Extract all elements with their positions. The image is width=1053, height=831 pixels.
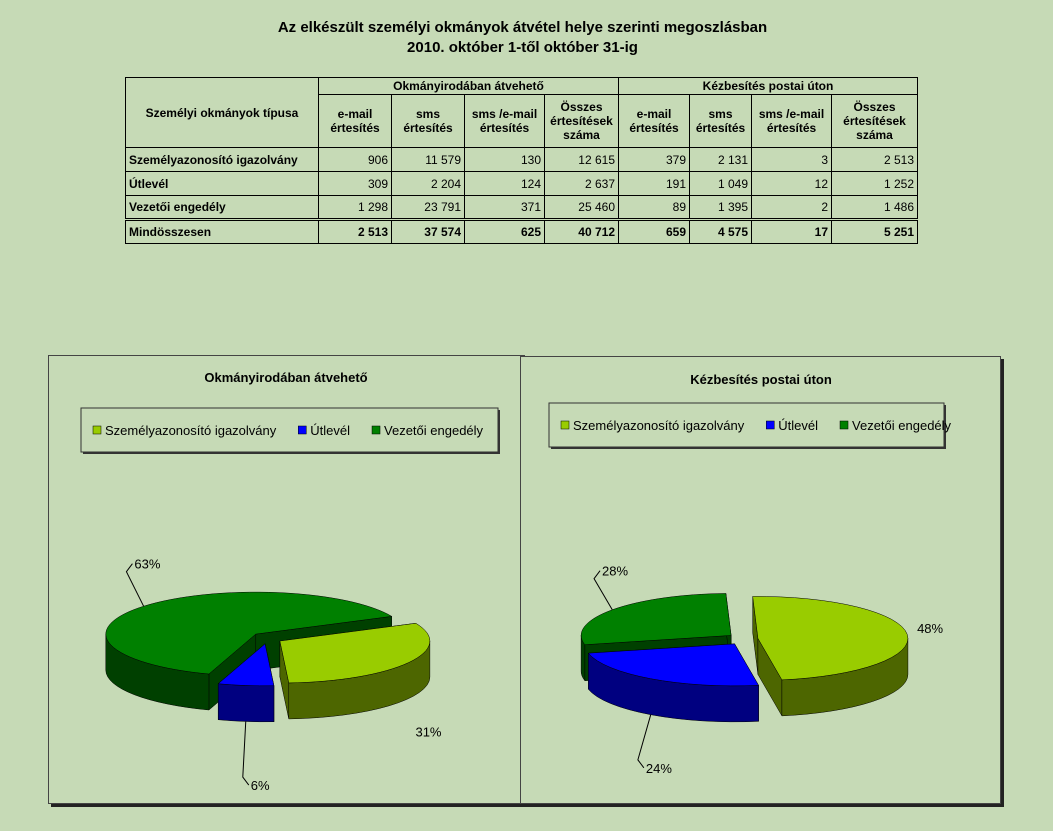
cell: 17	[751, 218, 832, 244]
legend-label: Útlevél	[310, 423, 350, 438]
legend-swatch	[560, 420, 570, 430]
slice	[217, 643, 275, 687]
cell: 309	[318, 171, 392, 196]
cell: 379	[618, 147, 690, 172]
pie-chart: Kézbesítés postai úton Személyazonosító i…	[548, 372, 952, 776]
cell: 3	[751, 147, 832, 172]
sub-header: Összes értesítések száma	[544, 94, 619, 148]
table-row: Mindösszesen 2 513 37 574 625 40 712 659 4 575…	[125, 218, 918, 244]
row-label: Vezetői engedély	[125, 195, 319, 220]
chart-title: Kézbesítés postai úton	[690, 372, 832, 387]
legend-label: Vezetői engedély	[384, 423, 484, 438]
table-row: Vezetői engedély 1 298 23 791 371 25 460 89 1 …	[125, 195, 918, 220]
row-label: Mindösszesen	[125, 218, 319, 244]
page-subtitle: 2010. október 1-től október 31-ig	[407, 39, 638, 56]
cell: 2 131	[689, 147, 752, 172]
cell: 659	[618, 218, 690, 244]
slice	[279, 623, 431, 684]
cell: 4 575	[689, 218, 752, 244]
data-label: 24%	[646, 761, 672, 776]
row-label: Útlevél	[125, 171, 319, 196]
cell: 124	[464, 171, 545, 196]
corner-header: Személyi okmányok típusa	[125, 77, 319, 148]
legend-swatch	[766, 420, 775, 430]
sub-header: e-mail értesítés	[318, 94, 392, 148]
cell: 2 637	[544, 171, 619, 196]
group-header: Okmányirodában átvehető	[318, 77, 619, 95]
sub-header: Összes értesítések száma	[831, 94, 918, 148]
slice-group	[105, 591, 393, 711]
group-header: Kézbesítés postai úton	[618, 77, 918, 95]
cell: 2	[751, 195, 832, 220]
legend-label: Vezetői engedély	[852, 418, 952, 433]
legend-swatch	[298, 425, 307, 435]
cell: 371	[464, 195, 545, 220]
cell: 11 579	[391, 147, 465, 172]
legend-label: Személyazonosító igazolvány	[573, 418, 745, 433]
slice-group	[217, 643, 275, 723]
cell: 1 298	[318, 195, 392, 220]
leader-line	[125, 563, 145, 607]
slice	[587, 643, 760, 687]
cell: 1 252	[831, 171, 918, 196]
cell: 2 513	[831, 147, 918, 172]
cell: 12 615	[544, 147, 619, 172]
cell: 191	[618, 171, 690, 196]
cell: 2 204	[391, 171, 465, 196]
slice-side	[217, 683, 275, 723]
legend-label: Útlevél	[778, 418, 818, 433]
data-label: 28%	[602, 564, 628, 579]
slice	[580, 593, 732, 645]
table-row: Személyazonosító igazolvány 906 11 579 130 1…	[125, 147, 918, 172]
slice	[752, 596, 909, 681]
data-table: Személyi okmányok típusa Okmányirodában …	[125, 77, 918, 244]
sub-header: sms /e-mail értesítés	[464, 94, 545, 148]
slice	[105, 591, 393, 675]
cell: 37 574	[391, 218, 465, 244]
cell: 2 513	[318, 218, 392, 244]
legend-label: Személyazonosító igazolvány	[105, 423, 277, 438]
sub-header: sms /e-mail értesítés	[751, 94, 832, 148]
leader-line	[637, 714, 652, 769]
slice-group	[587, 642, 760, 723]
legend-swatch	[839, 420, 849, 430]
data-label: 6%	[251, 778, 270, 793]
sub-header: sms értesítés	[391, 94, 465, 148]
legend	[548, 402, 945, 448]
table-row: Útlevél 309 2 204 124 2 637 191 1 049 12 1 252	[125, 171, 918, 196]
cell: 906	[318, 147, 392, 172]
slice-group	[279, 622, 431, 720]
cell: 12	[751, 171, 832, 196]
data-label: 31%	[415, 724, 441, 739]
chart-title: Okmányirodában átvehető	[204, 370, 367, 385]
cell: 40 712	[544, 218, 619, 244]
cell: 130	[464, 147, 545, 172]
legend	[80, 407, 499, 453]
cell: 5 251	[831, 218, 918, 244]
data-label: 63%	[134, 557, 160, 572]
sub-header: e-mail értesítés	[618, 94, 690, 148]
leader-line	[593, 570, 613, 611]
cell: 625	[464, 218, 545, 244]
legend-swatch	[371, 425, 381, 435]
data-label: 48%	[917, 621, 943, 636]
cell: 25 460	[544, 195, 619, 220]
pie-chart: Okmányirodában átvehető Személyazonosító …	[80, 370, 500, 793]
sub-header: sms értesítés	[689, 94, 752, 148]
cell: 1 395	[689, 195, 752, 220]
cell: 23 791	[391, 195, 465, 220]
cell: 1 486	[831, 195, 918, 220]
cell: 89	[618, 195, 690, 220]
cell: 1 049	[689, 171, 752, 196]
page-title: Az elkészült személyi okmányok átvétel h…	[277, 19, 768, 36]
slice-group	[752, 596, 909, 717]
legend-swatch	[92, 425, 102, 435]
row-label: Személyazonosító igazolvány	[125, 147, 319, 172]
leader-line	[242, 721, 250, 786]
